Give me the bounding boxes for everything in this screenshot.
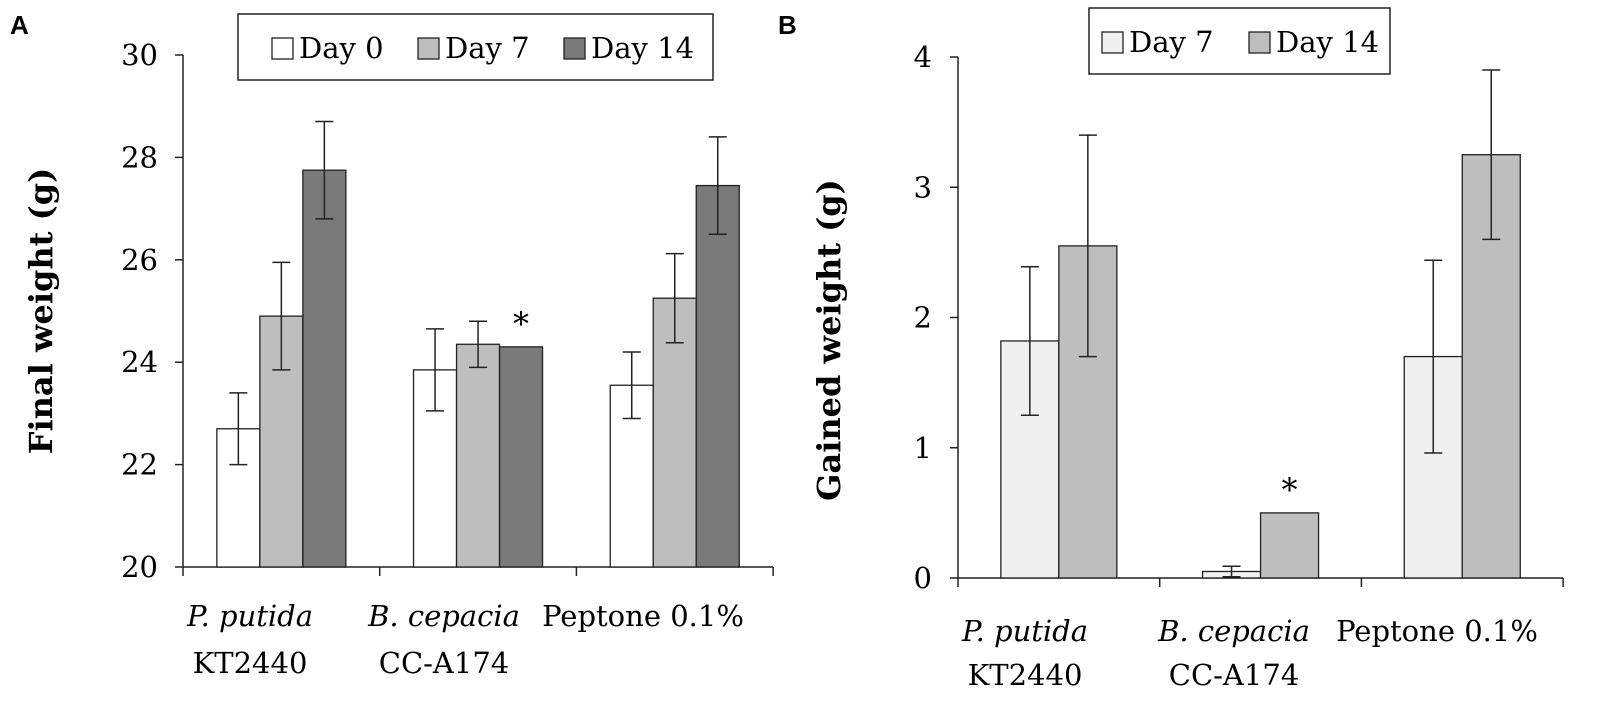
y-tick-label: 4	[914, 40, 932, 74]
x-category-label: P. putida	[186, 599, 313, 633]
legend-swatch	[1101, 31, 1124, 54]
significance-marker: *	[513, 305, 529, 343]
x-category-sublabel: CC-A174	[1169, 658, 1299, 692]
x-category-label: Peptone 0.1%	[542, 599, 744, 633]
bar	[455, 343, 501, 568]
bar	[302, 169, 347, 568]
x-category-sublabel: KT2440	[193, 646, 308, 680]
y-tick-label: 0	[914, 561, 932, 595]
y-axis-label: Gained weight (g)	[810, 179, 848, 501]
y-tick-label: 22	[121, 448, 158, 482]
x-category-label: Peptone 0.1%	[1336, 614, 1538, 648]
significance-marker: *	[1282, 471, 1298, 509]
panel-label: B	[778, 10, 797, 40]
y-tick-label: 3	[914, 170, 932, 204]
y-tick-label: 24	[121, 345, 158, 379]
legend-label: Day 0	[299, 31, 384, 65]
panel-b: B Gained weight (g) 0 1 2 3 4 P. putida KT2440 B.…	[778, 7, 1564, 692]
legend-swatch	[563, 37, 586, 60]
legend-label: Day 7	[445, 31, 530, 65]
x-category-sublabel: KT2440	[968, 658, 1083, 692]
y-tick-label: 1	[914, 431, 932, 465]
y-axis-label: Final weight (g)	[22, 168, 60, 454]
legend-label: Day 14	[1276, 25, 1379, 59]
y-tick-label: 26	[121, 243, 158, 277]
legend-swatch	[271, 37, 294, 60]
legend-box	[1088, 7, 1391, 75]
y-tick-label: 2	[914, 301, 932, 335]
bar	[695, 184, 740, 568]
legend-label: Day 7	[1129, 25, 1214, 59]
bar	[1259, 512, 1320, 579]
panel-label: A	[10, 10, 29, 40]
legend-swatch	[1248, 31, 1271, 54]
x-category-label: B. cepacia	[367, 599, 520, 633]
x-category-label: P. putida	[961, 614, 1088, 648]
x-category-label: B. cepacia	[1157, 614, 1310, 648]
bar	[498, 346, 544, 568]
y-tick-label: 28	[121, 140, 158, 174]
y-tick-label: 20	[121, 550, 158, 584]
legend-label: Day 14	[591, 31, 694, 65]
legend-box	[237, 13, 714, 81]
legend-swatch	[417, 37, 440, 60]
x-category-sublabel: CC-A174	[379, 646, 509, 680]
panel-a: A Final weight (g) 20 22 24 26 28 30 P. putida KT…	[10, 10, 774, 680]
y-tick-label: 30	[121, 38, 158, 72]
